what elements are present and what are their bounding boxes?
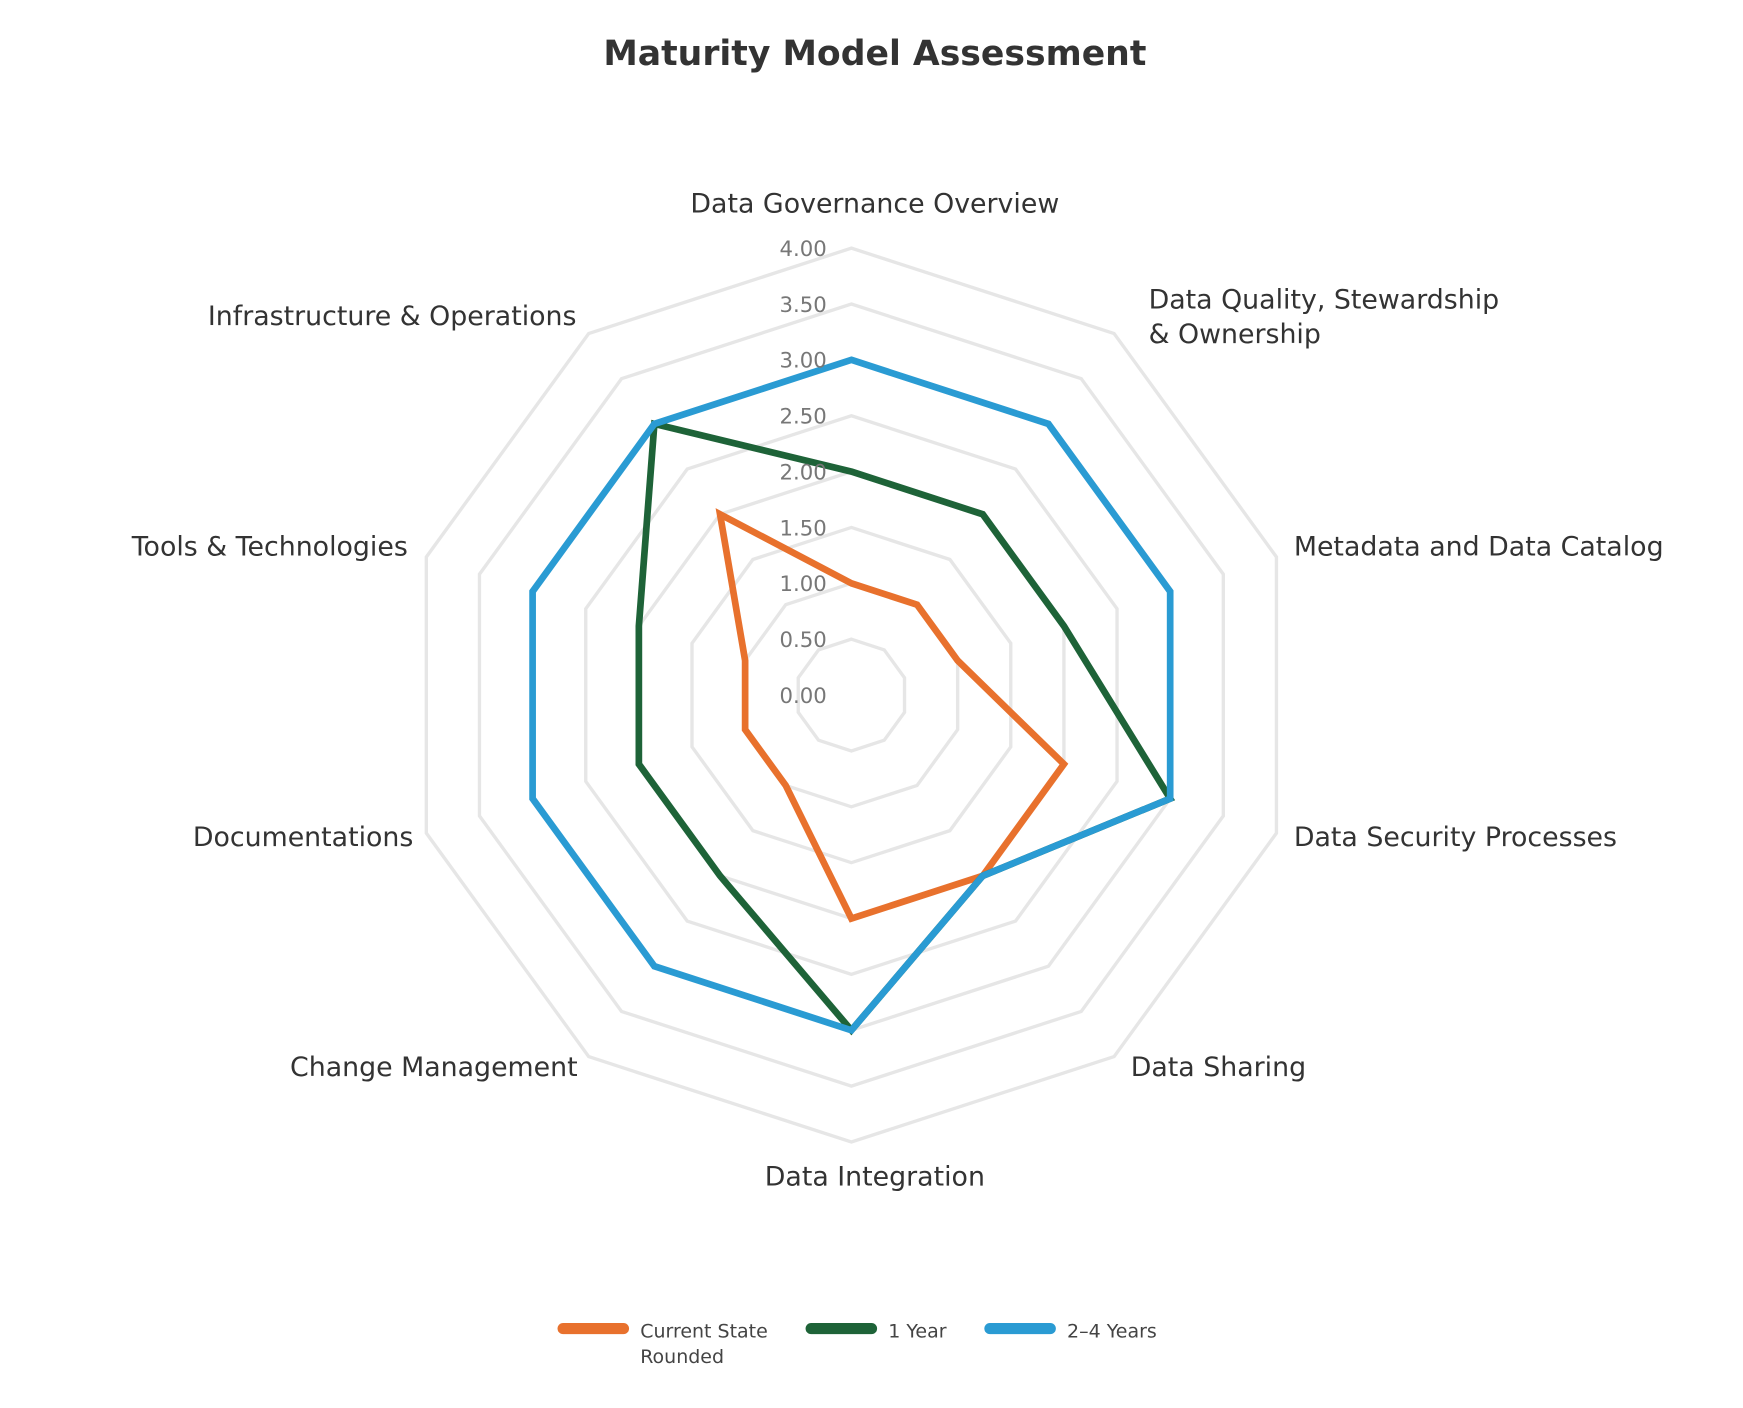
axis-label-line: & Ownership — [1149, 319, 1321, 350]
grid — [424, 246, 1279, 1144]
tick-labels: 0.00 0.50 1.00 1.50 2.00 2.50 3.00 3.50 4.00 — [780, 237, 827, 709]
axis-label-line: Data Governance Overview — [690, 188, 1059, 219]
legend-item: Current State Rounded — [557, 1321, 768, 1368]
legend-item: 2–4 Years — [984, 1321, 1157, 1343]
tick-label: 1.50 — [780, 516, 827, 541]
axis-label-line: Infrastructure & Operations — [208, 301, 577, 332]
tick-label: 0.00 — [780, 684, 827, 709]
legend-label: Rounded — [640, 1346, 724, 1368]
tick-label: 4.00 — [780, 237, 827, 262]
axis-label-line: Metadata and Data Catalog — [1294, 531, 1664, 562]
axis-label: Data Integration — [765, 1162, 985, 1193]
axis-label: Documentations — [193, 822, 414, 853]
axis-label-line: Change Management — [290, 1052, 578, 1083]
axis-label-line: Data Quality, Stewardship — [1149, 284, 1500, 315]
legend-item: 1 Year — [805, 1321, 947, 1343]
axis-label: Data Sharing — [1131, 1052, 1306, 1083]
series-line-2 — [529, 356, 1174, 1035]
legend: Current State Rounded 1 Year 2–4 Years — [557, 1321, 1157, 1368]
tick-label: 3.00 — [780, 349, 827, 374]
axis-label-line: Data Sharing — [1131, 1052, 1306, 1083]
series-line-0 — [715, 508, 1069, 923]
axis-label: Tools & Technologies — [131, 531, 408, 562]
axis-label: Metadata and Data Catalog — [1294, 531, 1664, 562]
axis-labels: Data Governance Overview Data Quality, St… — [131, 188, 1664, 1192]
grid-ring — [477, 302, 1225, 1088]
legend-label: 2–4 Years — [1067, 1321, 1157, 1343]
chart-title: Maturity Model Assessment — [603, 34, 1146, 74]
axis-label-line: Data Security Processes — [1294, 822, 1617, 853]
axis-label-line: Tools & Technologies — [131, 531, 408, 562]
axis-label: Infrastructure & Operations — [208, 301, 577, 332]
axis-label: Data Governance Overview — [690, 188, 1059, 219]
tick-label: 3.50 — [780, 293, 827, 318]
legend-label: Current State — [640, 1321, 768, 1343]
legend-label: 1 Year — [888, 1321, 947, 1343]
grid-ring — [584, 413, 1119, 977]
tick-label: 2.00 — [780, 460, 827, 485]
axis-label: Data Quality, Stewardship & Ownership — [1149, 284, 1500, 350]
series-group — [529, 356, 1176, 1036]
grid-ring — [796, 637, 907, 753]
tick-label: 2.50 — [780, 405, 827, 430]
grid-ring — [690, 525, 1013, 865]
axis-label-line: Documentations — [193, 822, 414, 853]
axis-label-line: Data Integration — [765, 1162, 985, 1193]
grid-ring — [424, 246, 1279, 1144]
axis-label: Change Management — [290, 1052, 578, 1083]
tick-label: 1.00 — [780, 572, 827, 597]
tick-label: 0.50 — [780, 628, 827, 653]
axis-label: Data Security Processes — [1294, 822, 1617, 853]
